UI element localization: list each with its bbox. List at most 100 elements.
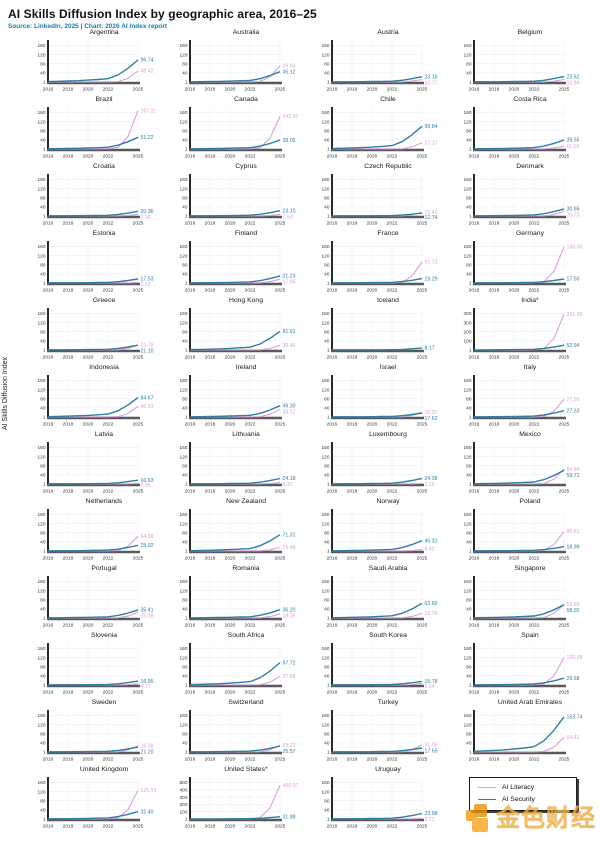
svg-text:1: 1 <box>43 817 46 823</box>
svg-text:80: 80 <box>324 128 330 134</box>
security-value-label: 32.40 <box>141 809 154 815</box>
country-title: Sweden <box>40 698 168 707</box>
svg-text:2022: 2022 <box>103 221 114 227</box>
svg-text:2016: 2016 <box>185 355 196 361</box>
security-value-label: 84.67 <box>141 395 154 401</box>
security-value-label: 25.57 <box>283 749 296 755</box>
svg-text:120: 120 <box>179 588 187 594</box>
svg-text:2018: 2018 <box>489 757 500 763</box>
country-title: Greece <box>40 296 168 305</box>
svg-text:160: 160 <box>463 512 471 518</box>
svg-text:2018: 2018 <box>205 87 216 93</box>
svg-text:120: 120 <box>321 253 329 259</box>
country-title: United Arab Emirates <box>466 698 594 707</box>
svg-text:2016: 2016 <box>43 355 54 361</box>
svg-text:2025: 2025 <box>133 623 144 629</box>
svg-text:2020: 2020 <box>83 824 94 830</box>
literacy-value-label: 48.42 <box>141 69 154 75</box>
country-title: Austria <box>324 28 452 37</box>
svg-text:120: 120 <box>321 320 329 326</box>
svg-text:2020: 2020 <box>225 154 236 160</box>
svg-text:2020: 2020 <box>83 355 94 361</box>
svg-text:120: 120 <box>179 387 187 393</box>
security-value-label: 27.33 <box>567 408 580 414</box>
svg-text:2016: 2016 <box>185 690 196 696</box>
svg-text:80: 80 <box>324 463 330 469</box>
svg-text:1: 1 <box>43 750 46 756</box>
svg-text:2016: 2016 <box>43 489 54 495</box>
security-line <box>474 279 564 283</box>
svg-text:2016: 2016 <box>327 288 338 294</box>
svg-text:2020: 2020 <box>367 757 378 763</box>
svg-text:80: 80 <box>40 262 46 268</box>
svg-text:2022: 2022 <box>387 221 398 227</box>
svg-text:2022: 2022 <box>387 556 398 562</box>
security-value-label: 81.91 <box>283 329 296 335</box>
svg-text:2016: 2016 <box>43 422 54 428</box>
svg-text:2020: 2020 <box>367 154 378 160</box>
svg-text:2016: 2016 <box>43 623 54 629</box>
svg-text:120: 120 <box>321 722 329 728</box>
svg-text:2018: 2018 <box>489 623 500 629</box>
svg-text:2016: 2016 <box>43 154 54 160</box>
svg-text:40: 40 <box>324 205 330 211</box>
country-title: Argentina <box>40 28 168 37</box>
svg-text:2022: 2022 <box>387 623 398 629</box>
svg-text:400: 400 <box>463 311 471 317</box>
security-line <box>332 603 422 617</box>
svg-text:2018: 2018 <box>347 221 358 227</box>
country-title: Norway <box>324 497 452 506</box>
svg-text:1: 1 <box>469 80 472 86</box>
svg-text:2022: 2022 <box>529 556 540 562</box>
svg-text:2016: 2016 <box>327 489 338 495</box>
security-value-label: 99.84 <box>425 124 438 130</box>
svg-text:160: 160 <box>321 445 329 451</box>
svg-text:2016: 2016 <box>327 154 338 160</box>
svg-text:160: 160 <box>179 512 187 518</box>
country-title: Hong Kong <box>182 296 310 305</box>
svg-text:120: 120 <box>321 655 329 661</box>
svg-text:2022: 2022 <box>103 489 114 495</box>
literacy-value-label: 91.73 <box>425 260 438 266</box>
literacy-value-label: 77.95 <box>567 397 580 403</box>
svg-text:2020: 2020 <box>83 422 94 428</box>
svg-text:2018: 2018 <box>347 288 358 294</box>
security-line <box>474 470 564 483</box>
svg-text:2018: 2018 <box>347 355 358 361</box>
legend-item-security: AI Security <box>478 796 566 803</box>
svg-text:2018: 2018 <box>489 355 500 361</box>
svg-text:2018: 2018 <box>489 489 500 495</box>
svg-text:120: 120 <box>463 454 471 460</box>
security-line <box>332 478 422 483</box>
svg-text:2016: 2016 <box>43 87 54 93</box>
country-title: India* <box>466 296 594 305</box>
svg-text:2018: 2018 <box>63 556 74 562</box>
svg-text:2025: 2025 <box>133 690 144 696</box>
svg-text:40: 40 <box>324 540 330 546</box>
svg-text:1: 1 <box>327 80 330 86</box>
svg-text:1: 1 <box>43 683 46 689</box>
country-title: Turkey <box>324 698 452 707</box>
literacy-value-label: 15.48 <box>283 545 296 551</box>
security-value-label: 51.22 <box>141 135 154 141</box>
country-title: Finland <box>182 229 310 238</box>
svg-text:2025: 2025 <box>559 154 570 160</box>
literacy-value-label: 37.88 <box>283 674 296 680</box>
svg-text:160: 160 <box>321 713 329 719</box>
svg-text:1: 1 <box>327 348 330 354</box>
svg-text:1: 1 <box>185 482 188 488</box>
svg-text:2016: 2016 <box>327 623 338 629</box>
svg-text:160: 160 <box>37 445 45 451</box>
svg-text:160: 160 <box>179 244 187 250</box>
security-value-label: 12.74 <box>425 215 438 221</box>
svg-text:2025: 2025 <box>133 556 144 562</box>
